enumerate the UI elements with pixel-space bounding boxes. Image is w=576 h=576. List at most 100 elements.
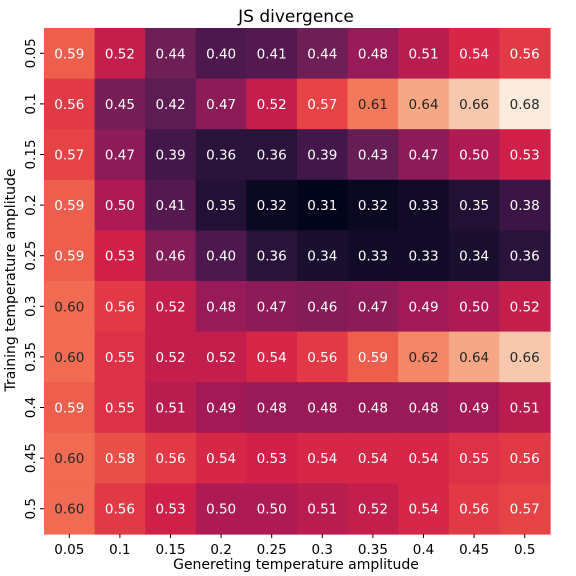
heatmap-cell (398, 129, 450, 181)
y-tick-label: 0.05 (23, 38, 39, 68)
heatmap-cell (347, 129, 399, 181)
cell-value-label: 0.33 (408, 249, 438, 265)
cell-value-label: 0.49 (459, 401, 489, 417)
cell-value-label: 0.57 (510, 502, 540, 518)
cell-value-label: 0.48 (358, 46, 388, 62)
heatmap-cell (398, 281, 450, 333)
heatmap-cell (448, 382, 500, 434)
heatmap-cell (195, 78, 247, 130)
heatmap-cell (44, 78, 96, 130)
x-tick-label: 0.35 (358, 542, 388, 558)
cell-value-label: 0.48 (257, 401, 287, 417)
heatmap-cell (44, 281, 96, 333)
heatmap-cell (145, 331, 197, 383)
heatmap-cell (195, 382, 247, 434)
cell-value-label: 0.41 (155, 198, 185, 214)
heatmap-cell (44, 382, 96, 434)
cell-value-label: 0.59 (54, 401, 84, 417)
heatmap-cell (347, 78, 399, 130)
heatmap-cell (347, 331, 399, 383)
heatmap-cell (297, 432, 349, 484)
cell-value-label: 0.46 (307, 299, 337, 315)
heatmap-cell (347, 281, 399, 333)
y-tick-label: 0.3 (23, 296, 39, 317)
heatmap-cell (44, 432, 96, 484)
heatmap-cell (499, 129, 551, 181)
cell-value-label: 0.50 (459, 148, 489, 164)
heatmap-cell (94, 179, 146, 231)
x-tick-label: 0.45 (459, 542, 489, 558)
heatmap-cell (297, 28, 349, 80)
cell-value-label: 0.50 (257, 502, 287, 518)
heatmap-cell (297, 331, 349, 383)
y-tick-label: 0.4 (23, 397, 39, 418)
cell-value-label: 0.31 (307, 198, 337, 214)
heatmap-cells (44, 28, 551, 535)
heatmap-cell (195, 28, 247, 80)
heatmap-cell (145, 432, 197, 484)
heatmap-cell (499, 382, 551, 434)
cell-value-label: 0.39 (155, 148, 185, 164)
heatmap-cell (297, 382, 349, 434)
heatmap-cell (44, 331, 96, 383)
x-tick-label: 0.4 (413, 542, 434, 558)
heatmap-cell (195, 432, 247, 484)
heatmap-cell (398, 78, 450, 130)
heatmap-cell (246, 28, 298, 80)
heatmap-cell (448, 230, 500, 282)
cell-value-label: 0.40 (206, 249, 236, 265)
cell-value-label: 0.52 (155, 350, 185, 366)
heatmap-cell (44, 129, 96, 181)
cell-value-label: 0.42 (155, 97, 185, 113)
cell-value-label: 0.32 (358, 198, 388, 214)
heatmap-cell (94, 129, 146, 181)
cell-value-label: 0.56 (155, 451, 185, 467)
heatmap-cell (195, 230, 247, 282)
cell-value-labels: 0.59 0.52 0.44 0.40 0.41 0.44 0.48 0.51 0.54 0.56… (54, 46, 539, 517)
cell-value-label: 0.68 (510, 97, 540, 113)
x-tick-label: 0.05 (54, 542, 84, 558)
y-tick-label: 0.35 (23, 342, 39, 372)
cell-value-label: 0.60 (54, 451, 84, 467)
heatmap-cell (297, 129, 349, 181)
cell-value-label: 0.41 (257, 46, 287, 62)
heatmap-cell (398, 230, 450, 282)
cell-value-label: 0.56 (105, 299, 135, 315)
heatmap-cell (246, 78, 298, 130)
heatmap-cell (145, 382, 197, 434)
heatmap-cell (44, 230, 96, 282)
heatmap-cell (145, 179, 197, 231)
heatmap-cell (145, 281, 197, 333)
heatmap-cell (499, 432, 551, 484)
cell-value-label: 0.43 (358, 148, 388, 164)
heatmap-cell (195, 331, 247, 383)
heatmap-cell (145, 129, 197, 181)
cell-value-label: 0.50 (206, 502, 236, 518)
heatmap-cell (499, 78, 551, 130)
cell-value-label: 0.59 (54, 46, 84, 62)
cell-value-label: 0.60 (54, 350, 84, 366)
cell-value-label: 0.58 (105, 451, 135, 467)
heatmap-cell (246, 331, 298, 383)
heatmap-cell (246, 179, 298, 231)
cell-value-label: 0.56 (307, 350, 337, 366)
heatmap-cell (297, 179, 349, 231)
cell-value-label: 0.54 (257, 350, 287, 366)
y-tick-label: 0.5 (23, 498, 39, 519)
cell-value-label: 0.40 (206, 46, 236, 62)
heatmap-cell (297, 230, 349, 282)
cell-value-label: 0.36 (257, 148, 287, 164)
heatmap-cell (94, 230, 146, 282)
cell-value-label: 0.48 (206, 299, 236, 315)
cell-value-label: 0.54 (408, 502, 438, 518)
cell-value-label: 0.53 (257, 451, 287, 467)
heatmap-cell (499, 230, 551, 282)
cell-value-label: 0.54 (459, 46, 489, 62)
cell-value-label: 0.62 (408, 350, 438, 366)
cell-value-label: 0.47 (358, 299, 388, 315)
cell-value-label: 0.36 (206, 148, 236, 164)
chart-title: JS divergence (237, 7, 354, 27)
heatmap-cell (499, 28, 551, 80)
heatmap-cell (499, 331, 551, 383)
heatmap-cell (448, 483, 500, 535)
